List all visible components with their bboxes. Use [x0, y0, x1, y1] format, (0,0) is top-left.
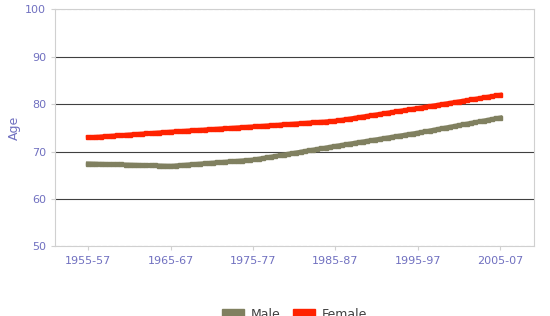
Legend: Male, Female: Male, Female — [217, 302, 372, 316]
Y-axis label: Age: Age — [8, 116, 21, 140]
